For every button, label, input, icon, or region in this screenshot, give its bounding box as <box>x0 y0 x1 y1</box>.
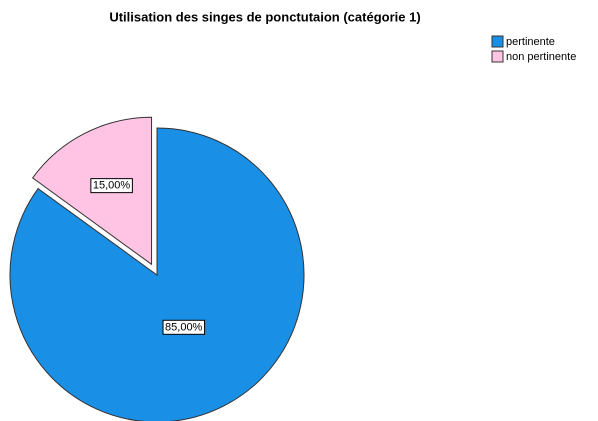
value-label: 85,00% <box>162 319 206 335</box>
legend-swatch <box>491 35 504 48</box>
value-label-box <box>162 319 206 335</box>
value-label-text: 85,00% <box>165 321 203 333</box>
chart-title: Utilisation des singes de ponctutaion (c… <box>109 9 420 24</box>
value-label-text: 15,00% <box>93 180 131 192</box>
value-label-box <box>90 178 133 194</box>
legend-swatch <box>491 50 504 63</box>
pie-slice <box>9 127 305 421</box>
legend-label: pertinente <box>506 36 555 48</box>
legend-label: non pertinente <box>506 51 576 63</box>
value-label: 15,00% <box>90 178 133 194</box>
